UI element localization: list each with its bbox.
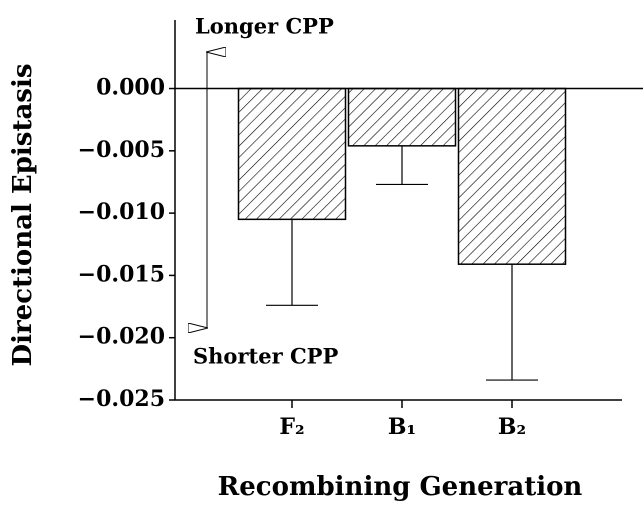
- bar: [347, 87, 457, 147]
- bar: [457, 87, 567, 265]
- x-axis-label: Recombining Generation: [218, 472, 583, 502]
- y-tick-label: −0.025: [78, 386, 165, 412]
- x-tick-label: B₁: [388, 414, 416, 440]
- annotation: Longer CPP: [195, 14, 334, 39]
- x-tick-label: F₂: [279, 414, 304, 440]
- annotation: Shorter CPP: [193, 344, 338, 369]
- x-tick-label: B₂: [498, 414, 526, 440]
- y-axis-label: Directional Epistasis: [8, 64, 38, 367]
- y-tick-label: −0.010: [78, 199, 165, 225]
- y-tick-label: −0.005: [78, 137, 165, 163]
- bar: [237, 87, 347, 221]
- y-tick-label: 0.000: [96, 75, 165, 101]
- y-tick-label: −0.020: [78, 324, 165, 350]
- y-tick-label: −0.015: [78, 261, 165, 287]
